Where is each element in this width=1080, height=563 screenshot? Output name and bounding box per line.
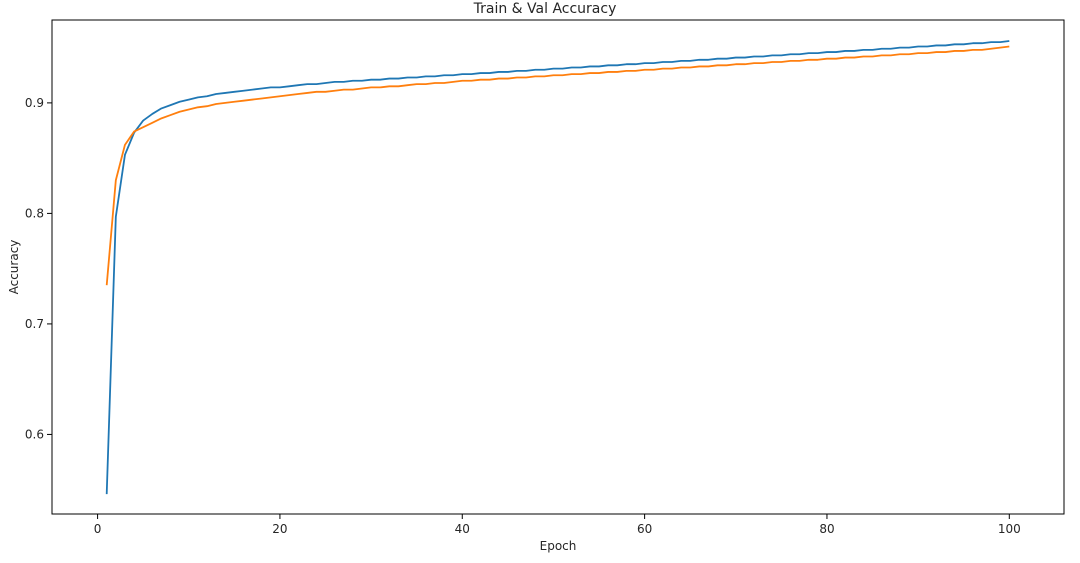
x-axis-label: Epoch [540,539,577,553]
y-tick-label: 0.7 [25,317,44,331]
x-tick-label: 0 [94,522,102,536]
x-tick-label: 20 [272,522,287,536]
series-line-1 [105,40,1010,495]
y-tick-label: 0.8 [25,206,44,220]
y-axis: 0.6 0.7 0.8 0.9 [25,96,52,441]
series-line-2 [105,45,1010,286]
chart-title: Train & Val Accuracy [473,1,617,17]
x-tick-label: 80 [819,522,834,536]
y-tick-label: 0.6 [25,427,44,441]
x-tick-label: 100 [998,522,1021,536]
x-tick-label: 40 [455,522,470,536]
series-lines [105,40,1010,495]
y-axis-label: Accuracy [7,240,21,295]
x-axis: 0 20 40 60 80 100 [94,514,1021,536]
plot-area-frame [51,19,1065,515]
x-tick-label: 60 [637,522,652,536]
y-tick-label: 0.9 [25,96,44,110]
